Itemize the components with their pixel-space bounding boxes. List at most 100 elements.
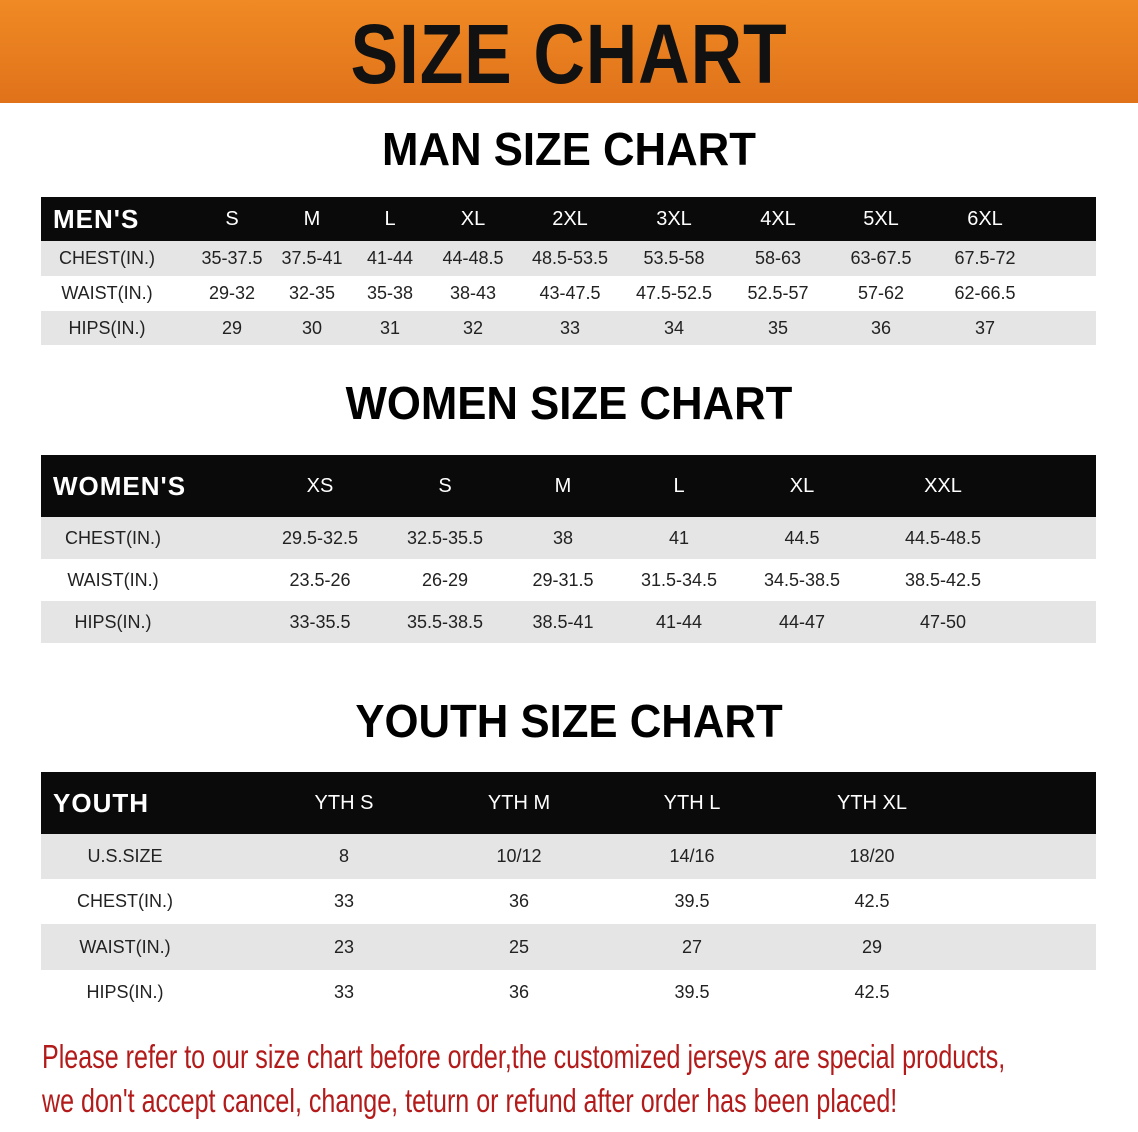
- men-size-table: MEN'S S M L XL 2XL 3XL 4XL 5XL 6XL CHEST(IN.) 35-37…: [41, 197, 1096, 345]
- measurement-value: 29: [861, 936, 883, 957]
- youth-header-label: YOUTH: [53, 787, 149, 818]
- women-size-table: WOMEN'S XS S M L XL XXL CHEST(IN.) 29.5-32.5 32.5…: [41, 455, 1096, 643]
- women-header-row: WOMEN'S XS S M L XL XXL: [41, 455, 1096, 517]
- measurement-value: 27: [681, 936, 703, 957]
- measurement-label: HIPS(IN.): [68, 317, 146, 338]
- size-column-header: YTH XL: [836, 791, 908, 814]
- women-section-title: WOMEN SIZE CHART: [345, 377, 793, 429]
- measurement-value: 8: [338, 846, 350, 866]
- measurement-value: 47.5-52.5: [635, 283, 713, 303]
- measurement-value: 41: [668, 527, 690, 548]
- measurement-value: 18/20: [849, 846, 895, 866]
- youth-size-table: YOUTH YTH S YTH M YTH L YTH XL U.S.SIZE 8 10/12…: [41, 772, 1096, 1015]
- size-column-header: XL: [789, 474, 815, 497]
- measurement-value: 44.5: [784, 527, 820, 548]
- size-column-header: L: [673, 474, 685, 497]
- measurement-value: 38.5-41: [532, 611, 594, 632]
- measurement-label: U.S.SIZE: [87, 846, 163, 866]
- size-column-header: 4XL: [760, 207, 796, 230]
- youth-header-row: YOUTH YTH S YTH M YTH L YTH XL: [41, 772, 1096, 834]
- measurement-label: WAIST(IN.): [79, 936, 171, 957]
- measurement-value: 29.5-32.5: [281, 527, 359, 548]
- table-row: CHEST(IN.) 29.5-32.5 32.5-35.5 38 41 44.5 44.5…: [41, 517, 1096, 559]
- table-row: HIPS(IN.) 33 36 39.5 42.5: [41, 970, 1096, 1015]
- measurement-value: 67.5-72: [954, 248, 1016, 268]
- measurement-value: 31.5-34.5: [640, 569, 718, 590]
- measurement-value: 48.5-53.5: [531, 248, 609, 268]
- measurement-value: 35.5-38.5: [406, 611, 484, 632]
- measurement-value: 37: [974, 317, 996, 338]
- table-row: WAIST(IN.) 23 25 27 29: [41, 924, 1096, 970]
- table-row: U.S.SIZE 8 10/12 14/16 18/20: [41, 834, 1096, 879]
- measurement-value: 23: [333, 936, 355, 957]
- measurement-value: 38.5-42.5: [904, 569, 982, 590]
- measurement-value: 39.5: [674, 891, 710, 911]
- size-column-header: S: [225, 207, 239, 230]
- measurement-value: 44-47: [778, 611, 826, 632]
- size-column-header: L: [384, 207, 396, 230]
- measurement-label: HIPS(IN.): [74, 611, 152, 632]
- size-column-header: YTH L: [663, 791, 721, 814]
- measurement-value: 32.5-35.5: [406, 527, 484, 548]
- measurement-value: 43-47.5: [539, 283, 601, 303]
- size-column-header: YTH M: [487, 791, 551, 814]
- measurement-value: 30: [301, 317, 323, 338]
- table-row: CHEST(IN.) 35-37.5 37.5-41 41-44 44-48.5 48.5…: [41, 241, 1096, 276]
- measurement-value: 33: [333, 891, 355, 911]
- size-column-header: M: [554, 474, 572, 497]
- size-column-header: 2XL: [552, 207, 588, 230]
- measurement-value: 33: [559, 317, 581, 338]
- measurement-value: 57-62: [857, 283, 905, 303]
- men-header-row: MEN'S S M L XL 2XL 3XL 4XL 5XL 6XL: [41, 197, 1096, 241]
- women-header-label: WOMEN'S: [53, 470, 187, 501]
- measurement-label: WAIST(IN.): [61, 283, 153, 303]
- measurement-value: 32: [462, 317, 484, 338]
- measurement-value: 42.5: [854, 982, 890, 1002]
- measurement-value: 14/16: [669, 846, 715, 866]
- measurement-label: CHEST(IN.): [77, 891, 173, 911]
- measurement-value: 53.5-58: [643, 248, 705, 268]
- measurement-value: 29-31.5: [532, 569, 594, 590]
- measurement-value: 41-44: [366, 248, 414, 268]
- measurement-value: 47-50: [919, 611, 967, 632]
- table-row: HIPS(IN.) 33-35.5 35.5-38.5 38.5-41 41-44 44-…: [41, 601, 1096, 643]
- measurement-value: 41-44: [655, 611, 703, 632]
- measurement-value: 35: [767, 317, 789, 338]
- youth-section-title: YOUTH SIZE CHART: [355, 695, 783, 747]
- measurement-value: 39.5: [674, 982, 710, 1002]
- title-banner: SIZE CHART: [0, 0, 1138, 103]
- measurement-value: 23.5-26: [289, 569, 351, 590]
- size-column-header: 6XL: [967, 207, 1003, 230]
- measurement-value: 38-43: [449, 283, 497, 303]
- measurement-value: 29: [221, 317, 243, 338]
- measurement-value: 44-48.5: [442, 248, 504, 268]
- measurement-value: 62-66.5: [954, 283, 1016, 303]
- measurement-value: 33-35.5: [289, 611, 351, 632]
- table-row: WAIST(IN.) 29-32 32-35 35-38 38-43 43-47.5 47.…: [41, 276, 1096, 311]
- measurement-value: 31: [379, 317, 401, 338]
- measurement-value: 35-38: [366, 283, 414, 303]
- banner-title: SIZE CHART: [350, 7, 788, 101]
- measurement-value: 44.5-48.5: [904, 527, 982, 548]
- men-header-label: MEN'S: [53, 203, 140, 234]
- measurement-value: 37.5-41: [281, 248, 343, 268]
- size-column-header: XS: [306, 474, 334, 497]
- measurement-value: 38: [552, 527, 574, 548]
- measurement-value: 36: [508, 982, 530, 1002]
- measurement-value: 34.5-38.5: [763, 569, 841, 590]
- measurement-value: 42.5: [854, 891, 890, 911]
- size-column-header: M: [303, 207, 321, 230]
- measurement-value: 36: [508, 891, 530, 911]
- size-column-header: XXL: [924, 474, 962, 497]
- notice-line-2: we don't accept cancel, change, teturn o…: [42, 1082, 898, 1119]
- measurement-value: 58-63: [754, 248, 802, 268]
- men-section-title: MAN SIZE CHART: [382, 123, 756, 175]
- measurement-value: 26-29: [421, 569, 469, 590]
- measurement-label: CHEST(IN.): [65, 527, 161, 548]
- table-row: WAIST(IN.) 23.5-26 26-29 29-31.5 31.5-34.5 34…: [41, 559, 1096, 601]
- size-column-header: 3XL: [656, 207, 692, 230]
- size-column-header: YTH S: [314, 791, 374, 814]
- measurement-value: 33: [333, 982, 355, 1002]
- measurement-value: 36: [870, 317, 892, 338]
- measurement-value: 25: [508, 936, 530, 957]
